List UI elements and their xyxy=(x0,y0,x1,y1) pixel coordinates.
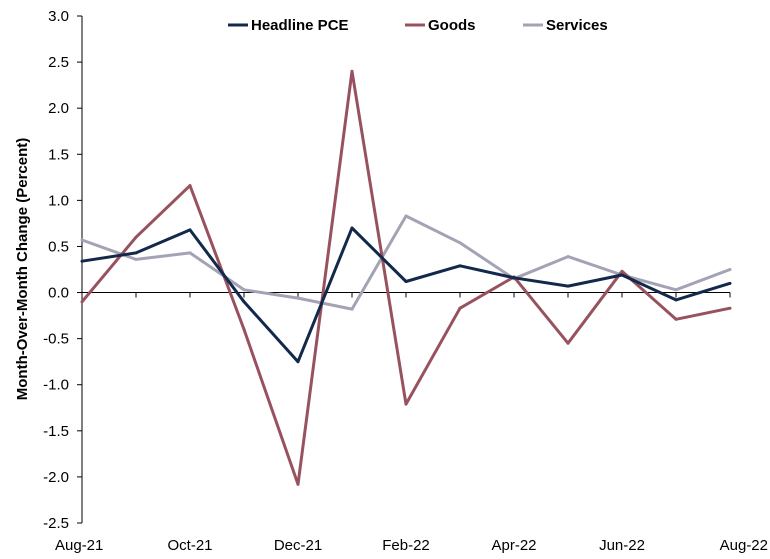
data-point-goods xyxy=(188,184,192,188)
x-tick-label: Feb-22 xyxy=(382,537,430,554)
data-point-services xyxy=(296,296,300,300)
data-point-goods xyxy=(404,402,408,406)
data-point-headline-pce xyxy=(404,279,408,283)
x-tick-label: Dec-21 xyxy=(274,537,322,554)
y-tick-label: 0.0 xyxy=(48,285,69,302)
data-point-goods xyxy=(458,306,462,310)
data-point-goods xyxy=(728,306,732,310)
data-point-services xyxy=(80,238,84,242)
data-point-services xyxy=(242,288,246,292)
x-tick-label: Aug-21 xyxy=(55,537,103,554)
data-point-services xyxy=(458,241,462,245)
data-point-services xyxy=(404,214,408,218)
y-tick-label: 0.5 xyxy=(48,238,69,255)
data-point-services xyxy=(188,251,192,255)
data-point-goods xyxy=(80,300,84,304)
y-tick-label: 2.5 xyxy=(48,54,69,71)
data-point-headline-pce xyxy=(458,264,462,268)
data-point-headline-pce xyxy=(350,226,354,230)
data-point-headline-pce xyxy=(674,298,678,302)
data-point-goods xyxy=(134,235,138,239)
y-tick-label: -1.5 xyxy=(43,423,69,440)
data-point-services xyxy=(134,257,138,261)
data-point-services xyxy=(350,307,354,311)
data-point-headline-pce xyxy=(566,284,570,288)
plot-area: 3.0 2.5 2.0 1.5 1.0 0.5 0.0 -0.5 -1.0 -1.5 -2.0 -2.… xyxy=(43,8,768,554)
y-axis-title: Month-Over-Month Change (Percent) xyxy=(14,138,31,401)
data-point-headline-pce xyxy=(188,228,192,232)
data-point-goods xyxy=(620,269,624,273)
data-point-headline-pce xyxy=(134,251,138,255)
y-tick-label: -2.0 xyxy=(43,469,69,486)
y-tick-label: 1.5 xyxy=(48,146,69,163)
y-tick-label: -0.5 xyxy=(43,331,69,348)
legend-label-headline-pce: Headline PCE xyxy=(251,17,349,34)
legend: Headline PCE Goods Services xyxy=(228,17,608,34)
data-point-goods xyxy=(566,341,570,345)
data-point-goods xyxy=(242,327,246,331)
x-tick-label: Jun-22 xyxy=(599,537,645,554)
data-point-services xyxy=(566,255,570,259)
data-point-headline-pce xyxy=(80,259,84,263)
data-point-services xyxy=(728,268,732,271)
legend-label-goods: Goods xyxy=(428,17,476,34)
data-point-goods xyxy=(350,69,354,73)
y-tick-label: -1.0 xyxy=(43,377,69,394)
data-point-services xyxy=(674,288,678,292)
data-point-headline-pce xyxy=(728,281,732,285)
y-tick-label: 2.0 xyxy=(48,100,69,117)
y-tick-label: 1.0 xyxy=(48,192,69,209)
data-point-headline-pce xyxy=(512,276,516,280)
data-point-headline-pce xyxy=(242,300,246,304)
y-tick-label: -2.5 xyxy=(43,515,69,532)
x-tick-label: Apr-22 xyxy=(491,537,536,554)
data-point-headline-pce xyxy=(296,360,300,364)
x-tick-label: Aug-22 xyxy=(720,537,768,554)
legend-label-services: Services xyxy=(546,17,608,34)
data-point-goods xyxy=(296,482,300,486)
data-point-headline-pce xyxy=(620,273,624,277)
y-tick-label: 3.0 xyxy=(48,8,69,25)
x-tick-label: Oct-21 xyxy=(167,537,212,554)
data-point-goods xyxy=(674,317,678,321)
